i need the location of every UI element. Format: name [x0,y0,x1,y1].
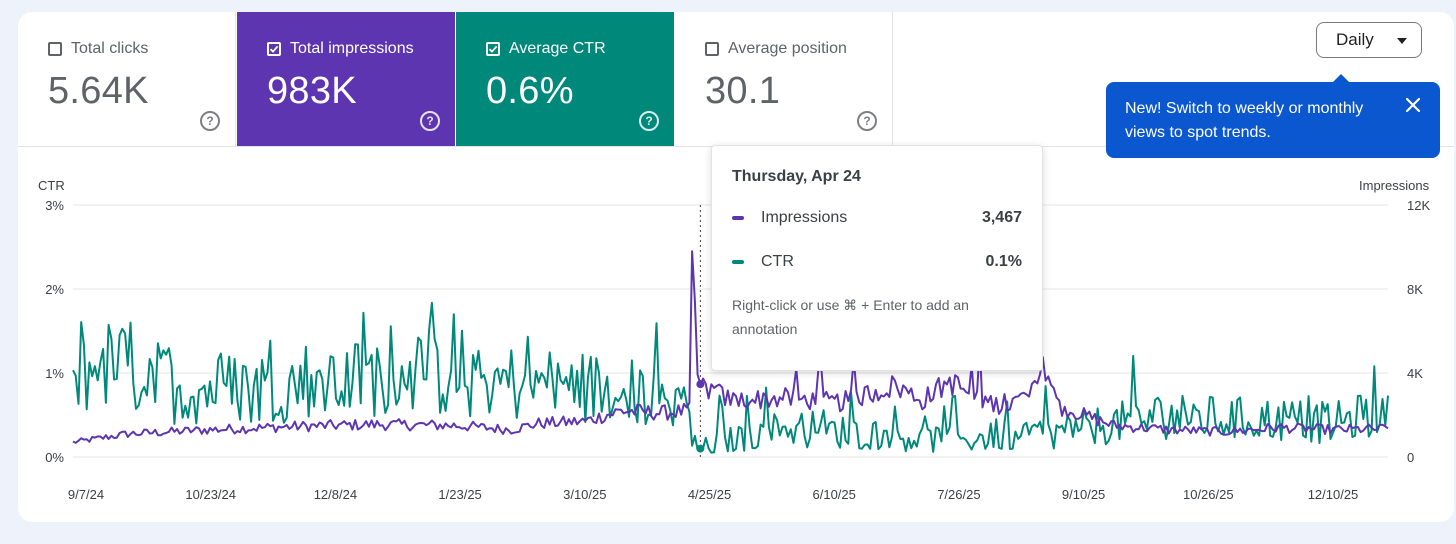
close-icon[interactable] [1404,96,1422,114]
left-tick-label: 3% [45,198,64,213]
right-tick-label: 4K [1407,366,1423,381]
metric-value: 5.64K [48,70,149,112]
metric-tabs: Total clicks 5.64K ? Total impressions 9… [18,12,1454,146]
help-icon[interactable]: ? [857,111,877,131]
performance-chart[interactable]: 3% 12K 2% 8K 1% 4K 0% 0 9/7/24 10/23/24 12/8/24 1/2… [18,152,1454,522]
banner-pointer [1332,74,1350,83]
x-tick-label: 10/23/24 [185,487,236,502]
checkbox[interactable] [48,42,62,56]
feature-banner: New! Switch to weekly or monthly views t… [1106,74,1440,158]
left-axis-title: CTR [38,178,65,193]
checkbox-checked[interactable] [486,42,500,56]
x-tick-label: 1/23/25 [438,487,481,502]
x-tick-label: 6/10/25 [813,487,856,502]
metric-total-impressions[interactable]: Total impressions 983K ? [237,12,455,146]
metric-value: 30.1 [705,70,781,112]
help-icon[interactable]: ? [639,111,659,131]
help-icon[interactable]: ? [200,111,220,131]
period-select[interactable]: Daily [1316,22,1422,58]
hover-point-impressions [696,380,705,389]
series-line-ctr [72,301,1389,454]
check-icon [269,45,279,53]
x-tick-label: 7/26/25 [937,487,980,502]
series-color-swatch [732,260,744,264]
left-tick-label: 1% [45,366,64,381]
x-tick-label: 3/10/25 [563,487,606,502]
tooltip-row-value: 3,467 [981,209,1022,226]
right-tick-label: 8K [1407,282,1423,297]
left-tick-label: 0% [45,450,64,465]
metric-label: Total impressions [290,40,414,57]
tooltip-note: Right-click or use ⌘ + Enter to add an a… [732,297,969,337]
metric-average-ctr[interactable]: Average CTR 0.6% ? [456,12,674,146]
hover-point-ctr [696,444,705,453]
check-icon [488,45,498,53]
metric-value: 0.6% [486,70,574,112]
caret-down-icon [1397,38,1407,44]
x-tick-label: 12/8/24 [314,487,357,502]
tooltip-row-name: Impressions [761,209,848,226]
metric-value: 983K [267,70,357,112]
x-tick-label: 9/10/25 [1062,487,1105,502]
tooltip-row-ctr: CTR 0.1% [732,250,1022,274]
period-select-value: Daily [1336,30,1374,49]
tooltip-row-impressions: Impressions 3,467 [732,206,1022,230]
tooltip-row-name: CTR [761,253,794,270]
right-axis-title: Impressions [1359,178,1430,193]
left-tick-label: 2% [45,282,64,297]
x-tick-label: 10/26/25 [1183,487,1234,502]
right-tick-label: 12K [1407,198,1430,213]
metric-label: Average position [728,40,847,57]
tooltip-date: Thursday, Apr 24 [732,168,861,185]
metric-total-clicks[interactable]: Total clicks 5.64K ? [18,12,236,146]
banner-text: New! Switch to weekly or monthly views t… [1125,100,1364,141]
x-tick-label: 12/10/25 [1308,487,1359,502]
series-color-swatch [732,216,744,220]
x-tick-label: 4/25/25 [688,487,731,502]
metric-average-position[interactable]: Average position 30.1 ? [675,12,893,146]
checkbox[interactable] [705,42,719,56]
tooltip-row-value: 0.1% [985,253,1022,270]
metric-label: Total clicks [71,40,149,57]
x-tick-label: 9/7/24 [68,487,104,502]
help-icon[interactable]: ? [420,111,440,131]
checkbox-checked[interactable] [267,42,281,56]
chart-tooltip: Thursday, Apr 24 Impressions 3,467 CTR 0… [711,145,1043,371]
metric-label: Average CTR [509,40,606,57]
series-line-impressions [72,250,1389,444]
right-tick-label: 0 [1407,450,1414,465]
